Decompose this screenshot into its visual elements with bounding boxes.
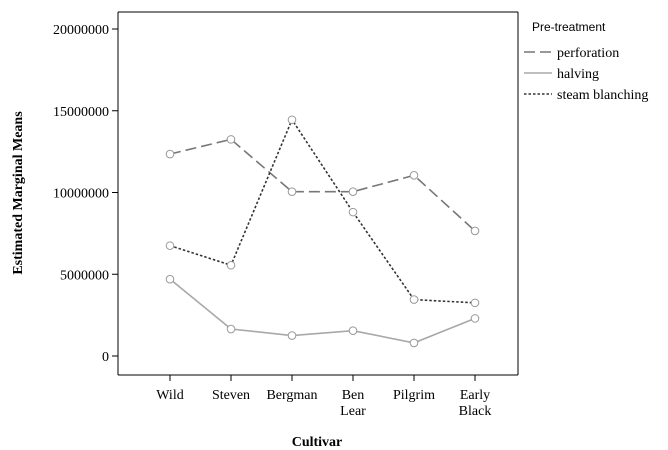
data-point (409, 171, 419, 180)
data-point (348, 207, 358, 217)
y-tick-label: 20000000 (53, 23, 109, 38)
series-line (169, 278, 476, 344)
data-point (165, 274, 175, 284)
x-tick-label: Bergman (266, 388, 317, 403)
series-line (169, 118, 476, 304)
data-point (409, 338, 419, 348)
y-tick-label: 5000000 (60, 268, 109, 283)
series-halving (165, 274, 480, 348)
x-tick-label: Steven (212, 388, 250, 403)
data-point (348, 326, 358, 335)
data-point (470, 314, 480, 323)
legend: Pre-treatment perforation halving steam bl… (524, 20, 648, 103)
x-tick-label: Early (460, 388, 490, 403)
x-tick-label: Wild (156, 388, 183, 403)
series-steam-blanching (165, 115, 480, 308)
data-point (470, 298, 480, 308)
y-tick-label: 10000000 (53, 187, 109, 202)
data-point (470, 226, 480, 236)
data-point (287, 187, 297, 196)
y-tick-label: 0 (102, 350, 109, 365)
x-tick-label: Black (459, 404, 492, 419)
plot-area (117, 11, 519, 376)
data-point (226, 260, 236, 270)
data-point (287, 115, 297, 125)
series-layer (165, 115, 480, 348)
legend-label: steam blanching (557, 88, 648, 103)
data-point (409, 295, 419, 304)
legend-label: halving (557, 67, 599, 82)
data-point (165, 241, 175, 250)
data-point (226, 324, 236, 334)
series-line (169, 138, 476, 232)
x-tick-label: Pilgrim (393, 388, 435, 403)
series-perforation (165, 135, 480, 236)
y-ticks: 0 5000000 10000000 15000000 20000000 (53, 23, 118, 365)
x-tick-label: Ben (342, 388, 365, 403)
data-point (348, 187, 358, 196)
data-point (165, 149, 175, 159)
x-tick-label: Lear (340, 404, 366, 419)
data-point (226, 135, 236, 144)
legend-label: perforation (557, 46, 619, 61)
y-axis-title: Estimated Marginal Means (11, 111, 26, 275)
legend-items: perforation halving steam blanching (524, 46, 648, 103)
x-axis-title: Cultivar (292, 435, 343, 450)
data-point (287, 331, 297, 340)
legend-title: Pre-treatment (532, 20, 606, 34)
y-tick-label: 15000000 (53, 105, 109, 120)
